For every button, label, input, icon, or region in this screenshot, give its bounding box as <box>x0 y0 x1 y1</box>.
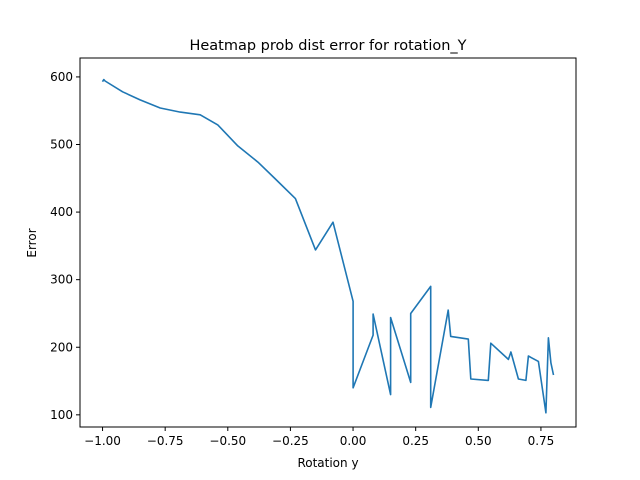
x-tick-label: 0.25 <box>402 434 429 448</box>
y-tick-label: 300 <box>50 273 73 287</box>
plot-frame <box>79 57 577 428</box>
x-tick-label: −0.75 <box>147 434 184 448</box>
y-tick-label: 100 <box>50 408 73 422</box>
series-line <box>101 78 555 414</box>
y-tick-label: 500 <box>50 138 73 152</box>
series-layer <box>101 78 555 414</box>
y-tick-label: 200 <box>50 340 73 354</box>
x-tick-label: −0.25 <box>272 434 309 448</box>
x-tick-label: −1.00 <box>84 434 121 448</box>
y-tick-label: 400 <box>50 205 73 219</box>
y-axis: 100 200 300 400 500 600 <box>50 70 80 422</box>
x-axis: −1.00 −0.75 −0.50 −0.25 0.00 0.25 0.50 0.75 <box>84 427 554 448</box>
y-axis-label: Error <box>25 228 39 257</box>
x-tick-label: −0.50 <box>209 434 246 448</box>
x-tick-label: 0.50 <box>465 434 492 448</box>
x-tick-label: 0.75 <box>528 434 555 448</box>
chart-title: Heatmap prob dist error for rotation_Y <box>189 38 466 54</box>
y-tick-label: 600 <box>50 70 73 84</box>
x-axis-label: Rotation y <box>297 456 358 470</box>
x-tick-label: 0.00 <box>340 434 367 448</box>
